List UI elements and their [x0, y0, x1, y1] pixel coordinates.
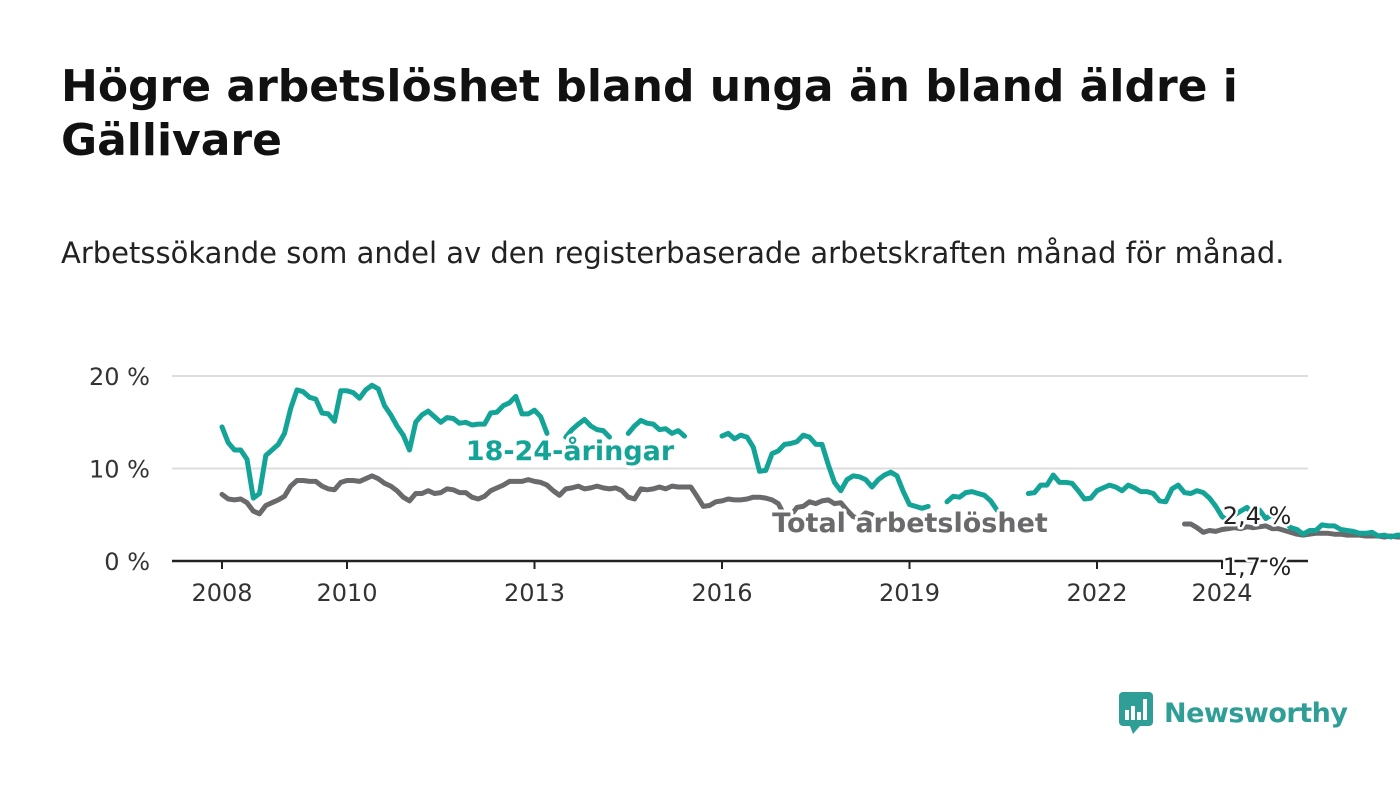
grid-layer: [172, 375, 1308, 470]
end-value-label-total: 2,4 %: [1223, 502, 1292, 530]
series-line-youth: [219, 382, 1400, 540]
x-tick-label: 2008: [191, 579, 252, 607]
y-tick-label: 10 %: [89, 456, 150, 484]
page-title: Högre arbetslöshet bland unga än bland ä…: [61, 61, 1238, 166]
x-tick-label: 2022: [1066, 579, 1127, 607]
newsworthy-brand: Newsworthy: [1118, 688, 1348, 738]
y-tick-label: 20 %: [89, 363, 150, 391]
series-line-total: [219, 473, 1400, 540]
x-tick-label: 2010: [316, 579, 377, 607]
series-layer: [219, 382, 1400, 540]
newsworthy-logo-icon: [1119, 692, 1153, 734]
series-name-total: Total arbetslöshet: [772, 508, 1048, 539]
y-tick-label: 0 %: [104, 548, 150, 576]
x-tick-label: 2013: [504, 579, 565, 607]
x-tick-label: 2019: [879, 579, 940, 607]
axis-layer: 0 % 10 % 20 % 2008 2010 2013 2016 2019 2022 2024: [89, 363, 1308, 607]
brand-name: Newsworthy: [1164, 697, 1348, 729]
label-layer: 18-24-åringar Total arbetslöshet 2,4 % 1,7 …: [463, 432, 1294, 584]
end-value-label-youth: 1,7 %: [1223, 553, 1292, 581]
x-tick-label: 2016: [691, 579, 752, 607]
x-tick-label: 2024: [1191, 579, 1252, 607]
series-name-youth: 18-24-åringar: [466, 435, 675, 467]
chart-subtitle: Arbetssökande som andel av den registerb…: [61, 236, 1285, 270]
